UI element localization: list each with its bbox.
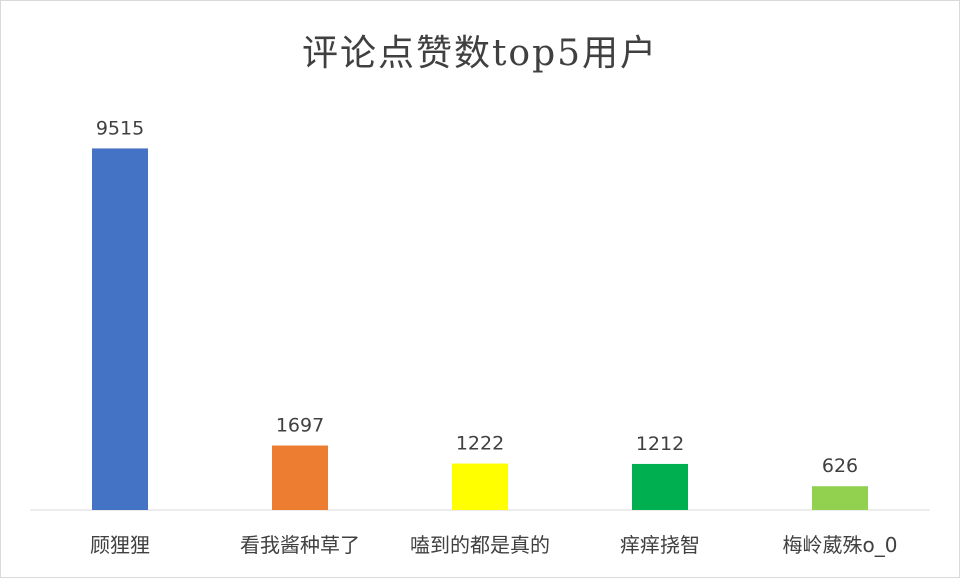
bar-0 [92,148,148,510]
category-label-0: 顾狸狸 [90,533,150,557]
category-labels-group: 顾狸狸 看我酱种草了 嗑到的都是真的 痒痒挠智 梅岭葳殊o_0 [90,533,897,557]
data-labels-group: 9515 1697 1222 1212 626 [96,117,858,477]
category-label-3: 痒痒挠智 [620,533,700,557]
bar-2 [452,463,508,510]
category-label-1: 看我酱种草了 [240,533,360,557]
chart-title: 评论点赞数top5用户 [301,33,659,74]
bar-1 [272,445,328,510]
data-label-3: 1212 [636,433,684,455]
data-label-4: 626 [822,455,858,477]
category-label-2: 嗑到的都是真的 [410,533,550,557]
category-label-4: 梅岭葳殊o_0 [783,533,898,557]
data-label-1: 1697 [276,415,324,437]
bar-3 [632,463,688,510]
bars-group [92,148,868,510]
data-label-2: 1222 [456,433,504,455]
bar-4 [812,486,868,510]
data-label-0: 9515 [96,117,144,139]
